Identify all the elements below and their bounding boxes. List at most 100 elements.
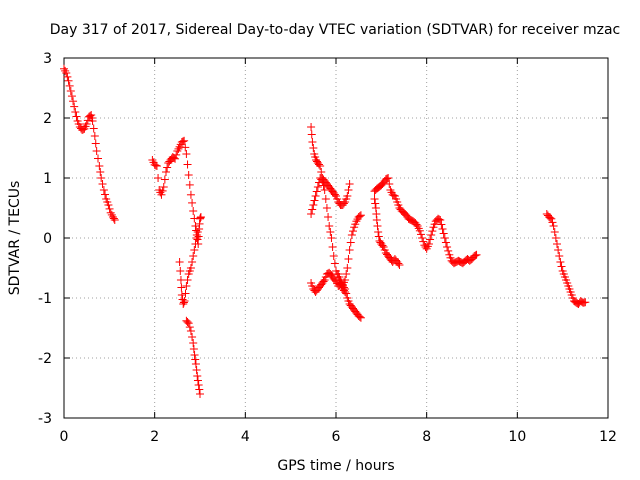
data-point — [184, 319, 193, 328]
data-point — [64, 76, 73, 85]
data-point — [428, 227, 437, 236]
data-point — [182, 150, 191, 158]
data-point — [438, 225, 447, 233]
data-point — [355, 212, 364, 221]
data-point — [381, 175, 390, 184]
data-point — [194, 381, 203, 389]
data-point — [159, 183, 168, 191]
data-point — [441, 238, 450, 247]
data-point — [419, 237, 428, 246]
x-tick-label: 10 — [508, 429, 526, 445]
data-point — [547, 214, 556, 223]
data-point — [330, 190, 339, 199]
x-tick-label: 6 — [332, 429, 341, 445]
data-point — [60, 64, 68, 73]
data-point — [86, 111, 95, 120]
data-point — [455, 257, 464, 266]
data-point — [370, 195, 379, 203]
data-point — [107, 210, 116, 219]
y-axis-label: SDTVAR / TECUs — [7, 181, 23, 296]
data-point — [97, 174, 106, 182]
data-point — [94, 154, 102, 163]
data-point — [175, 258, 184, 266]
data-point — [181, 143, 190, 152]
data-point — [344, 186, 353, 194]
data-point — [186, 264, 195, 272]
data-point — [174, 144, 183, 153]
data-point — [339, 283, 348, 292]
data-point — [183, 160, 192, 169]
x-tick-label: 0 — [60, 429, 69, 445]
data-point — [343, 192, 352, 200]
data-point — [324, 269, 333, 278]
data-point — [395, 261, 404, 269]
data-point — [354, 213, 363, 221]
data-point — [440, 234, 449, 242]
data-point — [315, 160, 323, 169]
data-point — [318, 177, 327, 185]
data-point — [307, 210, 316, 218]
data-point — [61, 66, 70, 75]
data-point — [182, 282, 191, 290]
y-tick-label: -3 — [38, 411, 52, 427]
data-point — [189, 207, 198, 215]
data-point — [417, 230, 425, 239]
data-point — [162, 168, 170, 176]
data-point — [343, 264, 352, 272]
data-point — [444, 246, 453, 255]
data-point — [342, 289, 351, 298]
data-point — [106, 208, 115, 217]
data-point — [184, 171, 193, 179]
x-tick-label: 2 — [150, 429, 159, 445]
data-point — [177, 291, 186, 299]
data-point — [553, 240, 561, 248]
data-point — [373, 222, 382, 230]
data-point — [183, 276, 192, 284]
data-point — [339, 199, 348, 208]
data-point — [172, 150, 181, 159]
data-point — [581, 298, 590, 307]
data-point — [394, 259, 403, 268]
data-point — [104, 201, 113, 209]
data-point — [190, 351, 199, 359]
data-point — [308, 138, 317, 146]
data-point — [88, 117, 97, 125]
x-tick-label: 4 — [241, 429, 250, 445]
data-point — [191, 360, 200, 368]
data-point — [326, 228, 335, 236]
data-point — [110, 216, 119, 224]
data-point — [349, 227, 357, 236]
data-point — [194, 232, 203, 241]
data-point — [96, 168, 105, 176]
x-tick-label: 12 — [599, 429, 617, 445]
data-point — [192, 366, 201, 374]
data-point — [309, 144, 318, 152]
data-point — [179, 298, 188, 307]
data-point — [374, 232, 383, 241]
data-point — [435, 215, 444, 224]
data-point — [551, 234, 560, 242]
data-point — [344, 255, 353, 263]
data-point — [309, 201, 318, 209]
data-point — [329, 252, 338, 260]
data-point — [154, 174, 163, 182]
data-point — [308, 205, 317, 214]
data-point — [186, 190, 195, 199]
data-point — [312, 187, 321, 196]
data-point — [436, 216, 445, 224]
data-point — [179, 137, 187, 146]
data-point — [67, 92, 76, 101]
x-tick-label: 8 — [422, 429, 431, 445]
data-point — [347, 231, 356, 239]
data-point — [548, 218, 557, 227]
data-point — [160, 175, 169, 184]
data-point — [554, 246, 563, 254]
data-point — [62, 69, 71, 77]
data-point — [177, 283, 186, 292]
data-point — [346, 238, 355, 247]
data-point — [72, 112, 81, 121]
data-point — [193, 376, 202, 385]
data-point — [418, 234, 427, 242]
data-point — [546, 213, 555, 222]
